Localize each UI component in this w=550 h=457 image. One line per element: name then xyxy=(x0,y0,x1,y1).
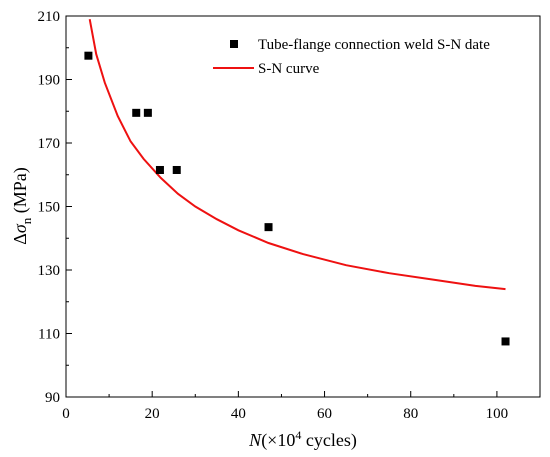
data-point-marker xyxy=(143,108,152,117)
data-point-marker xyxy=(172,165,181,174)
x-tick-label: 80 xyxy=(403,406,418,422)
data-point-marker xyxy=(155,165,164,174)
data-point-marker xyxy=(501,337,510,346)
legend-line-label: S-N curve xyxy=(258,61,320,77)
legend-scatter-label: Tube-flange connection weld S-N date xyxy=(258,37,490,53)
x-axis-label: N(×104 cycles) xyxy=(248,428,357,451)
x-tick-label: 40 xyxy=(231,406,246,422)
y-tick-label: 150 xyxy=(38,200,61,216)
y-tick-label: 170 xyxy=(38,136,61,152)
x-tick-label: 100 xyxy=(486,406,509,422)
legend: Tube-flange connection weld S-N date S-N… xyxy=(213,37,490,77)
legend-scatter-marker xyxy=(230,40,238,48)
y-tick-label: 90 xyxy=(45,390,60,406)
y-axis-ticks: 90 110 130 150 170 190 210 xyxy=(38,9,72,406)
x-axis-ticks: 0 20 40 60 80 100 xyxy=(62,391,508,422)
x-tick-label: 20 xyxy=(145,406,160,422)
series-layer xyxy=(84,19,510,346)
x-tick-label: 0 xyxy=(62,406,70,422)
data-point-marker xyxy=(132,108,141,117)
data-point-marker xyxy=(264,223,273,232)
x-tick-label: 60 xyxy=(317,406,332,422)
y-tick-label: 110 xyxy=(38,327,60,343)
data-point-marker xyxy=(84,51,93,60)
y-tick-label: 130 xyxy=(38,263,61,279)
y-axis-label: Δσn (MPa) xyxy=(10,167,34,244)
y-tick-label: 210 xyxy=(38,9,61,25)
sn-curve-line xyxy=(88,19,506,291)
y-tick-label: 190 xyxy=(38,73,61,89)
